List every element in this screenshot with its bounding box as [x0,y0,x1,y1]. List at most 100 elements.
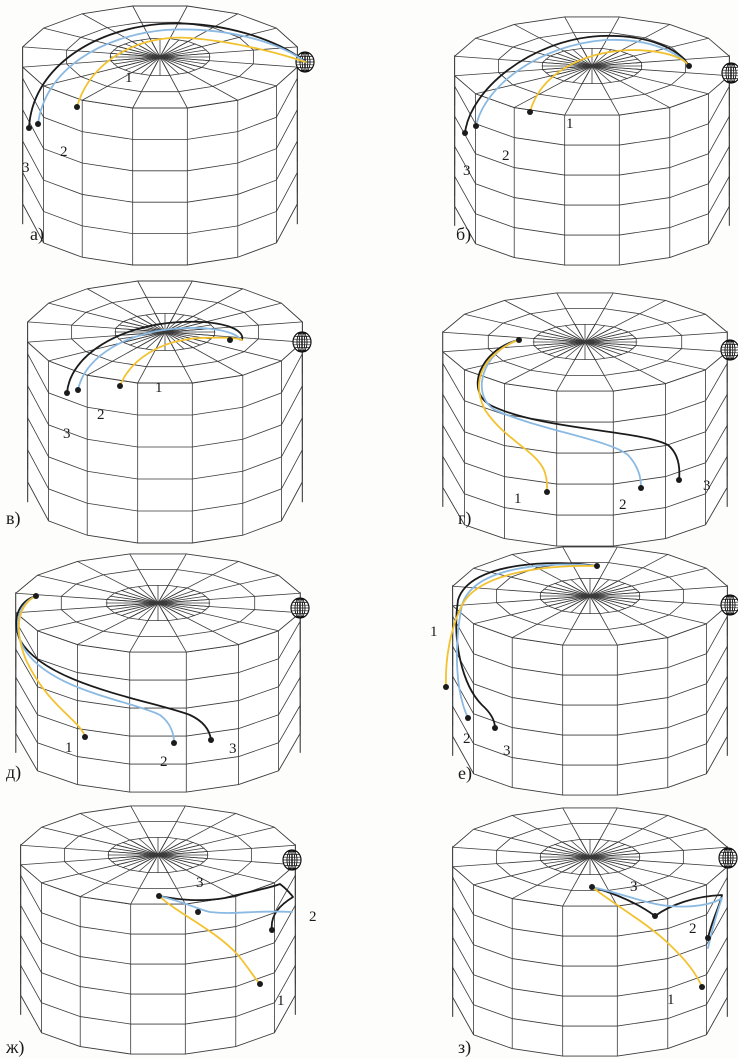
track-start [516,337,522,343]
center-spoke [591,65,639,74]
center-spoke [137,602,159,620]
track-1-label: 1 [155,380,163,396]
track-1-end [527,109,533,115]
center-spoke [147,837,159,856]
center-spoke [164,331,208,343]
track-2 [17,595,175,744]
center-spoke [157,602,188,619]
track-1 [444,564,598,688]
center-spoke [114,602,159,614]
center-spoke [157,592,202,604]
target-icon [718,847,738,869]
center-spoke [574,341,586,360]
center-spoke [561,580,591,597]
track-end [227,337,233,343]
cylinder-grid [442,292,728,547]
center-spoke [159,46,203,58]
track-2-label: 2 [309,909,317,925]
center-spoke [584,341,596,360]
track-mid [652,913,658,919]
center-spoke [561,856,591,873]
center-spoke [540,856,591,861]
center-spoke [159,39,180,58]
grid-ring [27,449,303,512]
center-spoke [579,578,591,597]
center-spoke [131,56,161,73]
panel-label: б) [456,224,471,245]
center-spoke [157,589,196,604]
track-1-label: 1 [430,624,438,640]
track-2 [475,39,690,127]
track-3-label: 3 [503,743,511,759]
track-1-label: 1 [65,740,73,756]
center-spoke [128,602,159,619]
grid-ring [454,174,730,236]
grid-ring [22,78,298,140]
center-spoke [589,856,610,874]
center-spoke [591,65,621,82]
track-2-end [638,485,644,491]
center-spoke [589,839,601,858]
center-spoke [564,341,586,359]
center-spoke [157,854,208,859]
center-spoke [591,50,621,67]
center-spoke [157,854,169,873]
center-spoke [589,582,626,597]
center-spoke [561,841,591,858]
center-spoke [114,592,159,604]
center-spoke [157,854,187,871]
grid-ring [20,903,296,965]
center-spoke [589,595,601,614]
track-1-end [117,383,123,389]
center-spoke [157,851,208,856]
center-spoke [111,854,159,863]
center-spoke [579,595,591,614]
center-spoke [570,856,591,874]
center-spoke [584,341,623,356]
target-icon [720,339,738,361]
panel-label: г) [458,508,471,529]
center-spoke [591,65,628,80]
center-spoke [120,589,159,604]
track-3 [28,22,306,129]
center-spoke [116,854,159,866]
center-spoke [584,325,606,343]
track-2-end [75,387,81,393]
center-spoke [542,62,593,67]
center-spoke [540,595,591,600]
center-spoke [159,43,196,58]
grid-ring [452,935,728,997]
target-icon [292,331,312,353]
center-spoke [159,52,210,58]
center-spoke [555,341,586,358]
track-1-end [544,489,550,495]
center-spoke [159,56,189,73]
center-spoke [113,56,161,65]
center-spoke [589,853,640,858]
center-spoke [584,341,606,359]
center-spoke [589,856,637,865]
track-1 [76,36,306,108]
grid-ring [442,423,728,485]
center-spoke [591,58,639,67]
track-1-label: 1 [566,116,574,132]
track-3-label: 3 [229,741,237,757]
center-spoke [589,595,640,600]
center-spoke [584,341,629,353]
center-spoke [589,856,626,871]
track-2-label: 2 [97,407,105,423]
center-spoke [543,595,591,604]
center-spoke [147,854,159,873]
center-spoke [108,854,159,859]
center-spoke [157,595,207,604]
cylinder-grid [15,553,301,793]
center-spoke [591,65,642,70]
center-spoke [115,331,166,337]
center-spoke [147,602,159,621]
center-spoke [154,313,166,333]
grid-ring [442,392,728,454]
center-spoke [157,602,179,620]
center-spoke [159,56,180,75]
center-spoke [543,849,591,858]
center-spoke [584,341,637,346]
